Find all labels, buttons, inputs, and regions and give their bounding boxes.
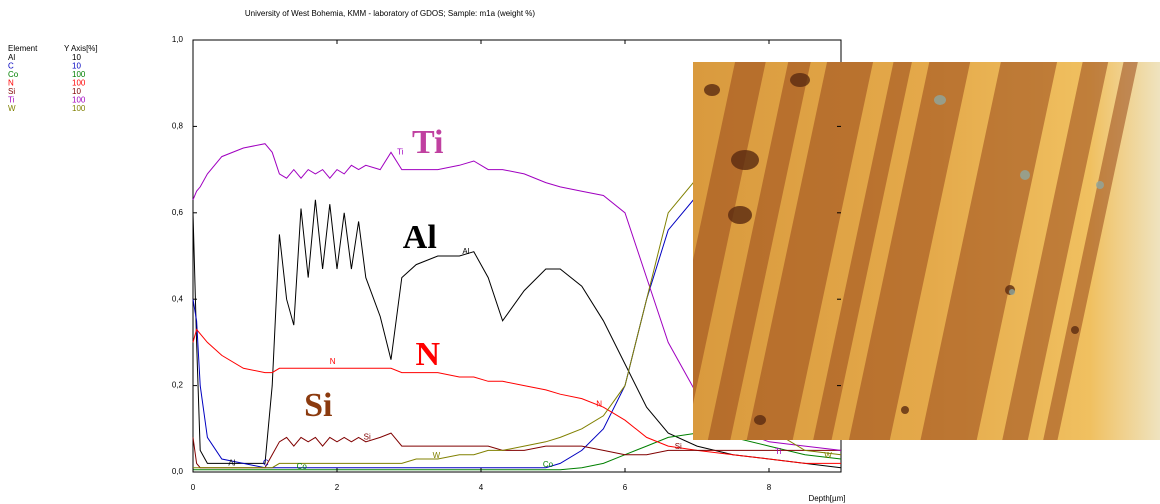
legend-element: W [8, 104, 16, 113]
x-tick-label: 6 [623, 483, 628, 492]
curve-label: Co [543, 460, 554, 469]
y-tick-label: 0,4 [172, 294, 184, 303]
curve-label: Ti [397, 147, 404, 156]
y-tick-label: 1,0 [172, 35, 184, 44]
legend-header: Element [8, 44, 38, 53]
curve-label: N [596, 399, 602, 408]
curve-label: Si [675, 442, 682, 451]
legend-header: Y Axis[%] [64, 44, 98, 53]
x-tick-label: 4 [479, 483, 484, 492]
x-tick-label: 2 [335, 483, 340, 492]
y-tick-label: 0,2 [172, 381, 184, 390]
legend-scale: 100 [72, 104, 86, 113]
y-tick-label: 0,0 [172, 467, 184, 476]
annotation: N [415, 336, 440, 373]
micrograph [657, 0, 1160, 504]
chart-title: University of West Bohemia, KMM - labora… [245, 9, 536, 18]
y-tick-label: 0,8 [172, 122, 184, 131]
curve-label: Al [228, 458, 235, 467]
curve-label: W [433, 451, 441, 460]
curve-label: Al [462, 247, 469, 256]
curve-label: W [824, 451, 832, 460]
curve-label: Si [364, 433, 371, 442]
curve-label: C [263, 458, 269, 467]
annotation: Si [304, 387, 332, 424]
y-tick-label: 0,6 [172, 208, 184, 217]
curve-label: Ti [775, 447, 782, 456]
x-tick-label: 0 [191, 483, 196, 492]
x-tick-label: 8 [767, 483, 772, 492]
chart: University of West Bohemia, KMM - labora… [0, 0, 1160, 504]
annotation: Ti [412, 124, 444, 161]
annotation: Al [403, 219, 437, 256]
x-axis-label: Depth[µm] [808, 494, 845, 503]
curve-label: Co [297, 462, 308, 471]
curve-label: N [330, 357, 336, 366]
